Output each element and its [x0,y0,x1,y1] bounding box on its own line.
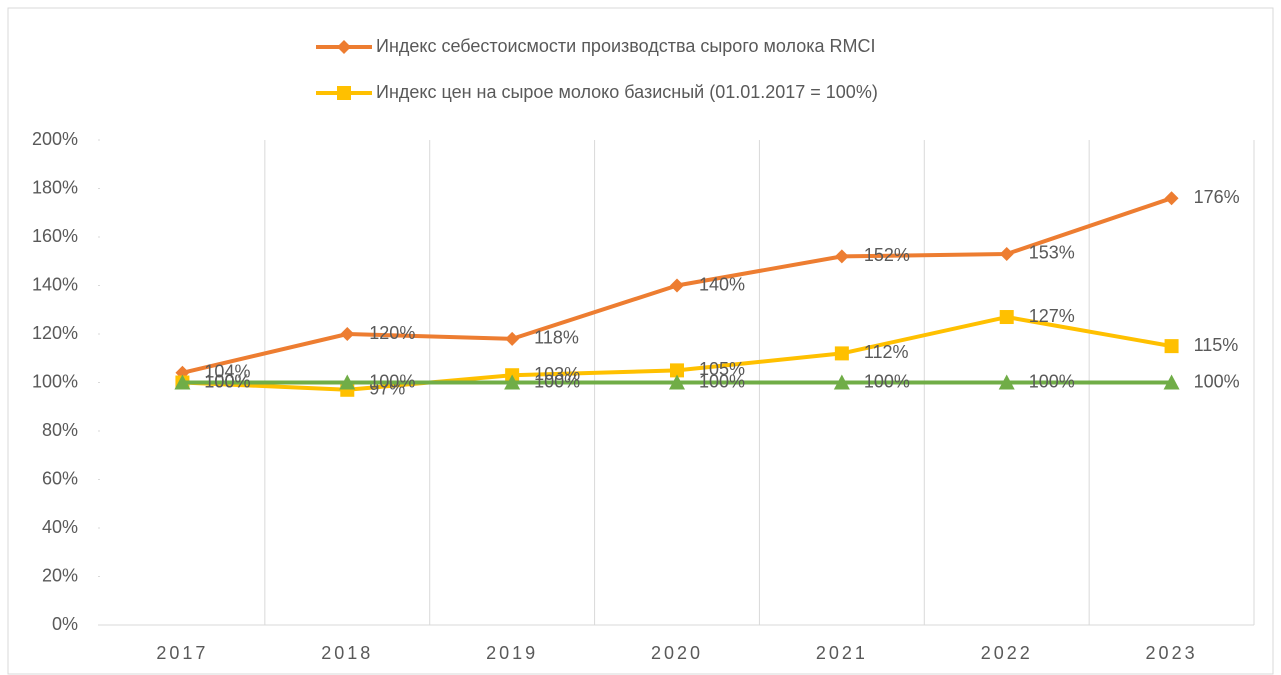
marker [504,374,521,390]
y-tick-label: 60% [42,468,78,488]
y-tick-label: 40% [42,517,78,537]
marker [670,278,684,293]
data-label: 153% [1029,243,1075,263]
data-label: 120% [369,323,415,343]
data-label: 112% [864,342,909,362]
legend-label: Индекс себестоисмости производства сырог… [376,36,875,56]
marker [669,374,685,390]
y-tick-label: 80% [42,420,78,440]
marker [174,374,191,390]
marker [999,310,1014,325]
y-tick-label: 200% [32,129,78,149]
data-label: 100% [699,371,745,391]
data-label: 115% [1194,335,1239,355]
x-tick-label: 2017 [156,643,208,663]
y-tick-label: 180% [32,177,78,197]
marker [337,40,351,54]
data-label: 140% [699,274,745,294]
y-tick-label: 120% [32,323,78,343]
marker [505,331,520,346]
marker [339,374,356,390]
data-label: 100% [1029,371,1075,391]
marker [1164,339,1179,354]
marker [834,249,849,264]
x-tick-label: 2021 [816,643,868,663]
legend-label: Индекс цен на сырое молоко базисный (01.… [376,82,878,102]
data-label: 152% [864,245,910,265]
chart-border [7,7,1274,675]
marker [337,86,351,100]
x-tick-label: 2019 [486,643,538,663]
x-tick-label: 2023 [1146,643,1198,663]
data-label: 103% [534,364,580,384]
x-tick-label: 2018 [321,643,373,663]
data-label: 176% [1194,187,1240,207]
data-label: 100% [1194,371,1240,391]
data-label: 118% [534,328,579,348]
marker [340,327,355,341]
marker [1164,191,1179,206]
marker [998,374,1015,390]
marker [834,346,849,361]
marker [999,246,1014,261]
marker [1163,374,1180,390]
marker [670,363,684,378]
y-tick-label: 20% [42,565,78,585]
data-label: 100% [864,371,910,391]
x-tick-label: 2020 [651,643,703,663]
data-label: 100% [369,371,415,391]
y-tick-label: 160% [32,226,78,246]
x-tick-label: 2022 [981,643,1033,663]
data-label: 104% [204,362,250,382]
marker [833,374,850,390]
y-tick-label: 0% [52,614,78,634]
data-label: 105% [699,359,745,379]
y-tick-label: 100% [32,371,78,391]
data-label: 127% [1029,306,1075,326]
data-label: 100% [534,371,580,391]
y-tick-label: 140% [32,274,78,294]
data-label: 100% [204,371,250,391]
